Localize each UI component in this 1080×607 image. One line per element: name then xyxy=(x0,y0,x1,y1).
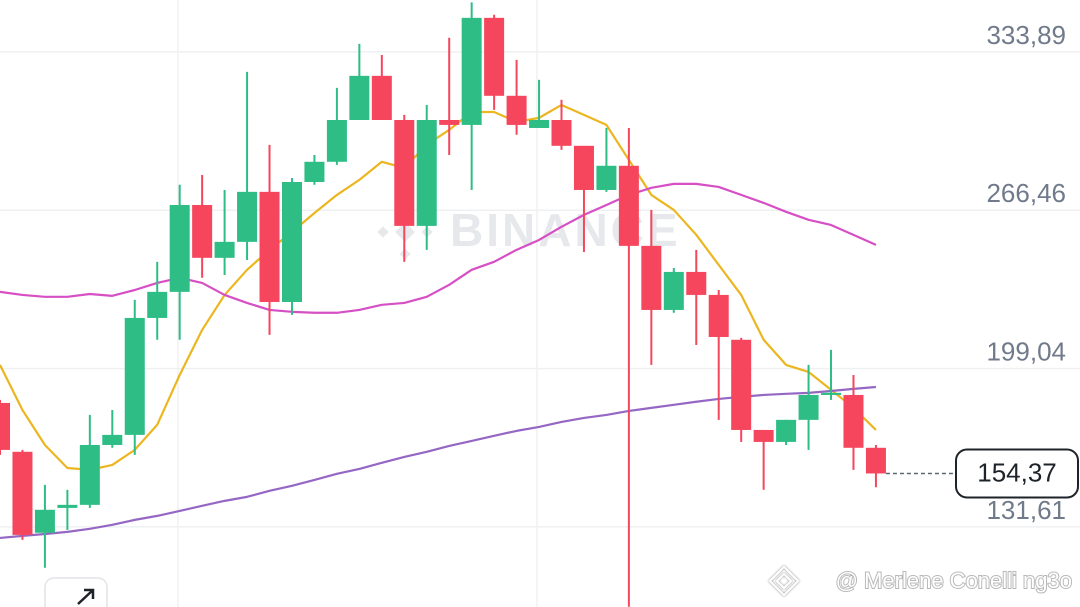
candle-body xyxy=(416,119,437,226)
moving-average-line xyxy=(0,385,877,540)
moving-averages xyxy=(0,103,877,540)
y-tick-label: 131,61 xyxy=(986,495,1066,525)
candle-body xyxy=(124,317,145,435)
candle-body xyxy=(663,271,684,310)
candle-body xyxy=(259,191,280,302)
candle-body xyxy=(573,145,594,190)
y-tick-label: 333,89 xyxy=(986,20,1066,50)
candle-body xyxy=(192,204,213,258)
candle-body xyxy=(34,509,55,533)
candle-body xyxy=(439,119,460,125)
candle-body xyxy=(281,181,302,302)
candle-body xyxy=(484,17,505,96)
candle-body xyxy=(79,444,100,505)
price-axis: 131,61 199,04 266,46 333,89 154,37 xyxy=(885,20,1079,525)
candle-body xyxy=(371,75,392,120)
candle-body xyxy=(821,392,842,395)
candle-body xyxy=(326,119,347,162)
candle-body xyxy=(843,394,864,448)
candle-body xyxy=(394,119,415,226)
y-tick-label: 199,04 xyxy=(986,336,1066,366)
candle-body xyxy=(731,339,752,430)
footer-text: @ Merlene Conelli ng3o xyxy=(836,568,1072,593)
candle-body xyxy=(506,95,527,125)
candle-body xyxy=(596,165,617,190)
moving-average-line xyxy=(0,182,877,314)
candle-body xyxy=(214,241,235,258)
candle-body xyxy=(641,245,662,310)
candle-body xyxy=(169,204,190,292)
candles xyxy=(0,2,886,607)
moving-average-line xyxy=(0,103,877,471)
footer-logo xyxy=(768,565,800,597)
candle-body xyxy=(304,161,325,182)
candle-body xyxy=(776,419,797,442)
candle-body xyxy=(237,191,258,242)
candle-body xyxy=(102,434,123,445)
candle-body xyxy=(686,271,707,295)
candle-body xyxy=(551,119,572,146)
candle-body xyxy=(349,75,370,120)
candle-body xyxy=(529,119,550,128)
arrow-icon xyxy=(77,588,95,605)
candle-body xyxy=(147,291,168,318)
y-tick-label: 266,46 xyxy=(986,178,1066,208)
expand-button[interactable] xyxy=(44,577,108,607)
candle-body xyxy=(0,402,10,450)
candle-body xyxy=(57,504,78,508)
last-price-box xyxy=(955,448,1079,499)
button-frame[interactable] xyxy=(44,577,108,607)
last-price-label: 154,37 xyxy=(977,457,1057,487)
watermark-text: BINANCE xyxy=(450,204,681,256)
candle-body xyxy=(753,429,774,442)
candle-body xyxy=(461,17,482,125)
candle-body xyxy=(708,294,729,337)
candle-body xyxy=(798,394,819,420)
footer: @ Merlene Conelli ng3o xyxy=(768,565,1073,597)
candle-body xyxy=(12,451,33,535)
candle-body xyxy=(618,165,639,246)
candle-body xyxy=(865,447,886,474)
